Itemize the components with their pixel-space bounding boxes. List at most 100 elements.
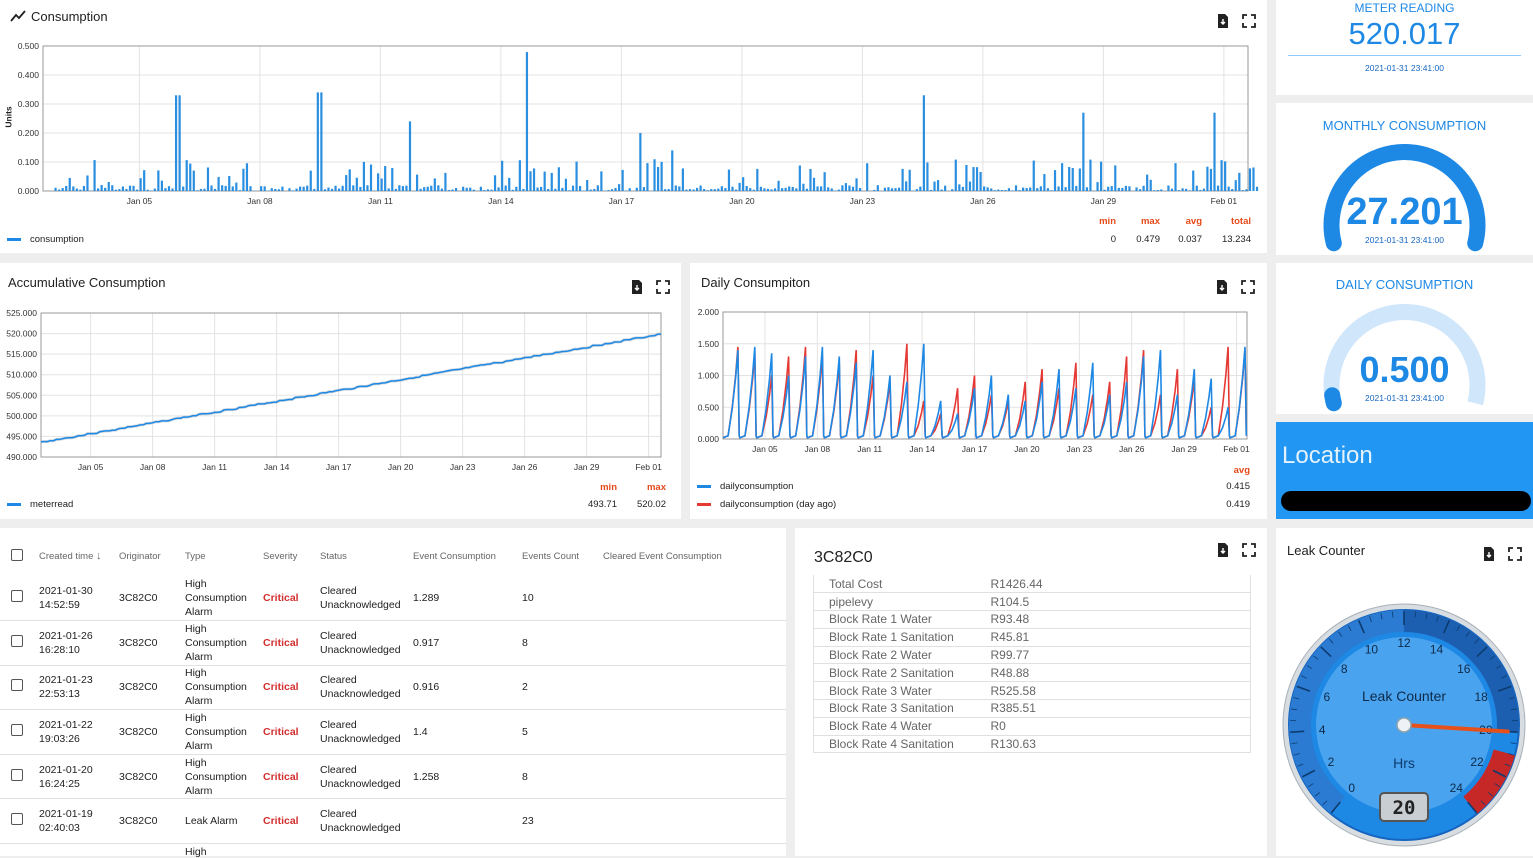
- consumption-bar: [1054, 170, 1056, 191]
- row-checkbox[interactable]: [11, 635, 23, 647]
- consumption-bar: [207, 167, 209, 191]
- consumption-bar: [405, 186, 407, 191]
- consumption-bar: [370, 165, 372, 191]
- consumption-bar: [1008, 188, 1010, 191]
- consumption-bar: [1047, 188, 1049, 191]
- fullscreen-icon[interactable]: [1240, 279, 1256, 295]
- consumption-bar: [186, 160, 188, 191]
- gauge-tick-label: 14: [1430, 643, 1444, 657]
- stat-max-label: max: [1130, 216, 1160, 227]
- y-tick-label: 0.200: [18, 128, 40, 138]
- consumption-bar: [306, 186, 308, 191]
- cost-row: Block Rate 2 Sanitation R48.88: [814, 664, 1251, 682]
- consumption-bar: [278, 189, 280, 191]
- fullscreen-icon[interactable]: [1241, 542, 1257, 558]
- export-icon[interactable]: [1215, 13, 1231, 29]
- column-event-consumption[interactable]: Event Consumption: [413, 536, 522, 576]
- cost-row: Block Rate 3 Water R525.58: [814, 682, 1251, 700]
- column-severity[interactable]: Severity: [263, 536, 320, 576]
- legend-dailyconsumption-day-ago[interactable]: dailyconsumption (day ago): [697, 499, 836, 510]
- fullscreen-icon[interactable]: [655, 279, 671, 295]
- kpi-value: 520.017: [1276, 16, 1533, 52]
- cell-type: High Consumption Alarm: [185, 665, 263, 710]
- cost-value: R93.48: [976, 611, 1251, 629]
- consumption-bar: [852, 187, 854, 191]
- x-tick-label: Jan 23: [450, 462, 476, 472]
- export-icon[interactable]: [1215, 542, 1231, 558]
- cell-cleared-event-consumption: [603, 754, 786, 799]
- table-row-partial[interactable]: High: [185, 846, 207, 858]
- consumption-bar: [983, 186, 985, 191]
- consumption-bar: [958, 184, 960, 191]
- gauge-tick-label: 4: [1319, 723, 1326, 737]
- consumption-bar: [987, 187, 989, 191]
- cost-label: Block Rate 2 Sanitation: [814, 664, 976, 682]
- cell-type: Leak Alarm: [185, 799, 263, 844]
- legend-dailyconsumption[interactable]: dailyconsumption: [697, 481, 793, 492]
- column-created-time[interactable]: Created time ↓: [39, 536, 119, 576]
- consumption-bar: [175, 95, 177, 191]
- fullscreen-icon[interactable]: [1241, 13, 1257, 29]
- cost-label: pipelevy: [814, 593, 976, 611]
- consumption-bar: [636, 188, 638, 191]
- column-status[interactable]: Status: [320, 536, 413, 576]
- consumption-bar: [143, 170, 145, 191]
- row-checkbox[interactable]: [11, 769, 23, 781]
- y-tick-label: 515.000: [6, 349, 37, 359]
- cell-events-count: 2: [522, 665, 603, 710]
- x-tick-label: Jan 26: [1119, 444, 1145, 454]
- column-cleared-event-consumption[interactable]: Cleared Event Consumption: [603, 536, 786, 576]
- cost-value: R525.58: [976, 682, 1251, 700]
- consumption-bar: [342, 186, 344, 191]
- consumption-bar: [965, 165, 967, 191]
- consumption-bar: [1043, 174, 1045, 191]
- consumption-bar: [54, 188, 56, 191]
- table-header: Created time ↓ Originator Type Severity …: [0, 536, 786, 576]
- consumption-bar: [366, 185, 368, 191]
- row-checkbox[interactable]: [11, 813, 23, 825]
- row-checkbox[interactable]: [11, 679, 23, 691]
- cost-value: R48.88: [976, 664, 1251, 682]
- column-originator[interactable]: Originator: [119, 536, 185, 576]
- select-all-checkbox[interactable]: [11, 549, 23, 561]
- column-events-count[interactable]: Events Count: [522, 536, 603, 576]
- y-tick-label: 510.000: [6, 370, 37, 380]
- legend-meterread[interactable]: meterread: [7, 499, 73, 510]
- cell-time: 02:40:03: [39, 822, 80, 834]
- legend-consumption[interactable]: consumption: [7, 234, 84, 245]
- consumption-bar: [381, 179, 383, 191]
- sort-arrow-icon[interactable]: ↓: [96, 550, 102, 562]
- column-type[interactable]: Type: [185, 536, 263, 576]
- consumption-bar: [1096, 182, 1098, 191]
- cell-date: 2021-01-30: [39, 585, 93, 597]
- row-checkbox[interactable]: [11, 724, 23, 736]
- location-map[interactable]: [1281, 491, 1531, 511]
- consumption-bar: [108, 182, 110, 191]
- consumption-bar: [887, 187, 889, 191]
- export-icon[interactable]: [629, 279, 645, 295]
- cell-status: Cleared Unacknowledged: [320, 754, 413, 799]
- consumption-bar: [923, 95, 925, 191]
- export-icon[interactable]: [1214, 279, 1230, 295]
- cell-type: High Consumption Alarm: [185, 754, 263, 799]
- consumption-bar: [788, 186, 790, 191]
- kpi-title: METER READING: [1276, 1, 1533, 15]
- row-checkbox[interactable]: [11, 590, 23, 602]
- consumption-bar: [519, 160, 521, 191]
- cell-severity: Critical: [263, 710, 320, 755]
- cell-date: 2021-01-19: [39, 808, 93, 820]
- consumption-bar: [1153, 190, 1155, 191]
- consumption-bar: [473, 190, 475, 191]
- consumption-bar: [561, 188, 563, 191]
- cell-event-consumption: 0.916: [413, 665, 522, 710]
- consumption-bar: [515, 187, 517, 191]
- kpi-timestamp: 2021-01-31 23:41:00: [1276, 63, 1533, 73]
- gauge-tick-label: 22: [1470, 755, 1484, 769]
- consumption-bar: [469, 188, 471, 191]
